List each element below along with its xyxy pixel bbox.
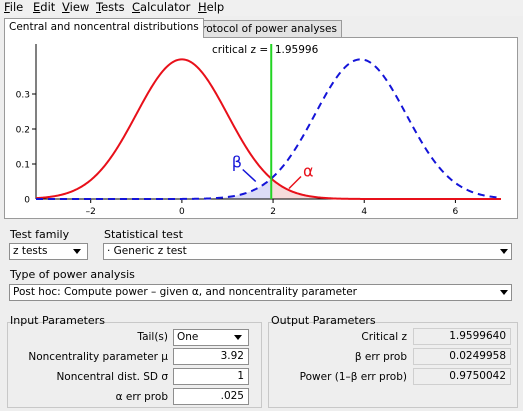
beta-err-label: β err prob [354, 351, 407, 363]
x-tick-label: –2 [86, 207, 96, 217]
alpha-region [271, 178, 501, 199]
alpha-err-label: α err prob [115, 391, 168, 403]
x-tick-label: 6 [453, 207, 459, 217]
central-distribution-curve [35, 58, 501, 200]
statistical-test-select[interactable]: · Generic z test [103, 243, 512, 260]
tails-label: Tail(s) [137, 331, 168, 343]
statistical-test-label: Statistical test [104, 228, 183, 241]
menu-edit-rest: dit [40, 0, 56, 14]
menu-tests-rest: ests [101, 0, 125, 14]
chevron-down-icon [234, 335, 242, 340]
tails-value: One [177, 331, 199, 343]
menu-tests[interactable]: Tests [96, 0, 125, 14]
x-tick-label: 2 [270, 207, 276, 217]
noncentrality-input[interactable]: 3.92 [173, 348, 249, 365]
noncentral-sd-label: Noncentral dist. SD σ [56, 371, 168, 383]
tab-protocol[interactable]: Protocol of power analyses [191, 20, 342, 38]
menu-file[interactable]: File [4, 0, 24, 14]
output-parameters-title: Output Parameters [271, 314, 376, 327]
alpha-label: α [303, 162, 314, 181]
noncentral-sd-input[interactable]: 1 [173, 368, 249, 385]
critical-z-output: 1.9599640 [413, 328, 511, 345]
menu-calculator[interactable]: Calculator [132, 0, 191, 14]
critical-z-label: critical z = 1.95996 [212, 44, 319, 56]
tab-strip: Central and noncentral distributions Pro… [0, 17, 523, 38]
y-tick-label: 0.2 [16, 126, 30, 136]
power-analysis-value: Post hoc: Compute power – given α, and n… [13, 286, 357, 298]
noncentral-distribution-curve [36, 58, 502, 200]
power-label: Power (1–β err prob) [299, 371, 407, 383]
output-parameters-group [268, 322, 518, 408]
chevron-down-icon [500, 249, 508, 254]
alpha-err-input[interactable]: .025 [173, 388, 249, 405]
menu-file-rest: ile [9, 0, 24, 14]
beta-pointer [242, 168, 257, 183]
alpha-pointer [288, 175, 302, 190]
power-output: 0.9750042 [413, 368, 511, 385]
beta-err-output: 0.0249958 [413, 348, 511, 365]
power-analysis-label: Type of power analysis [10, 268, 135, 281]
menu-view[interactable]: View [62, 0, 90, 14]
menu-help[interactable]: Help [198, 0, 225, 14]
tails-select[interactable]: One [173, 329, 249, 346]
distribution-chart: 0.1 0.2 0.3 0 –2 0 2 4 6 β α [16, 44, 502, 217]
input-parameters-title: Input Parameters [10, 314, 105, 327]
beta-region [36, 179, 272, 199]
beta-label: β [232, 153, 242, 172]
menu-bar: File Edit View Tests Calculator Help [0, 0, 523, 16]
chevron-down-icon [500, 290, 508, 295]
input-parameters-group [7, 322, 262, 408]
power-analysis-select[interactable]: Post hoc: Compute power – given α, and n… [9, 284, 512, 301]
y-tick-label: 0.3 [16, 91, 30, 101]
noncentrality-label: Noncentrality parameter μ [28, 351, 168, 363]
tab-distributions[interactable]: Central and noncentral distributions [4, 18, 204, 38]
y-tick-label: 0 [24, 196, 30, 206]
menu-calculator-rest: alculator [140, 0, 191, 14]
critical-z-output-label: Critical z [361, 331, 407, 343]
statistical-test-value: · Generic z test [107, 245, 187, 257]
y-tick-label: 0.1 [16, 161, 30, 171]
chevron-down-icon [73, 249, 81, 254]
x-tick-label: 4 [361, 207, 367, 217]
x-tick-label: 0 [179, 207, 185, 217]
test-family-value: z tests [13, 245, 48, 257]
menu-edit[interactable]: Edit [33, 0, 56, 14]
menu-help-rest: elp [206, 0, 225, 14]
menu-view-rest: iew [69, 0, 90, 14]
test-family-label: Test family [10, 228, 70, 241]
test-family-select[interactable]: z tests [9, 243, 88, 260]
